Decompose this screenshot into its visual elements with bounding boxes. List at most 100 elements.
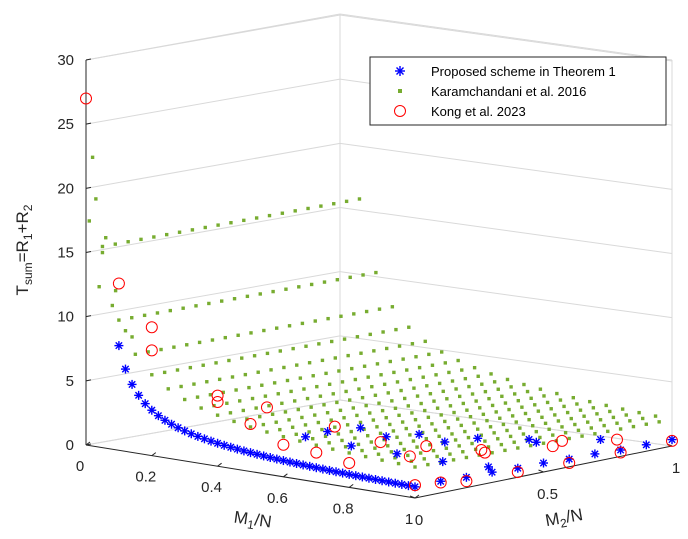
karamchandani-point — [331, 447, 335, 451]
karamchandani-point — [437, 434, 441, 439]
karamchandani-point — [267, 403, 271, 408]
karamchandani-point — [598, 418, 603, 422]
karamchandani-point — [133, 352, 138, 356]
karamchandani-point — [555, 391, 559, 396]
karamchandani-point — [225, 401, 229, 405]
box-edge-top-right — [339, 13, 673, 61]
proposed-point — [285, 457, 295, 467]
kong-point — [145, 344, 158, 357]
karamchandani-point — [199, 406, 203, 410]
karamchandani-point — [192, 382, 196, 386]
karamchandani-point — [303, 423, 308, 427]
karamchandani-point — [205, 380, 209, 384]
x-tick-label-0.8: 0.8 — [333, 500, 354, 517]
karamchandani-point — [400, 420, 405, 424]
karamchandani-point — [558, 398, 563, 402]
karamchandani-point — [313, 319, 317, 323]
karamchandani-point — [327, 441, 331, 445]
karamchandani-point — [405, 368, 409, 372]
karamchandani-point — [242, 218, 246, 223]
karamchandani-point — [350, 366, 354, 371]
karamchandani-point — [513, 392, 517, 396]
karamchandani-point — [295, 363, 299, 367]
karamchandani-point — [317, 342, 321, 346]
proposed-point — [346, 441, 356, 451]
karamchandani-point — [549, 407, 553, 411]
karamchandani-point — [297, 285, 301, 289]
z-tick-label-15: 15 — [57, 245, 74, 262]
karamchandani-point — [653, 414, 658, 418]
karamchandani-point — [389, 450, 394, 454]
proposed-point — [357, 472, 367, 482]
karamchandani-point — [428, 443, 432, 447]
karamchandani-point — [657, 420, 661, 424]
proposed-point — [259, 451, 269, 461]
proposed-point — [344, 469, 354, 479]
karamchandani-point — [514, 420, 518, 424]
karamchandani-point — [249, 331, 253, 335]
karamchandani-point — [291, 346, 295, 351]
karamchandani-point — [413, 465, 417, 469]
karamchandani-point — [480, 382, 484, 386]
karamchandani-point — [425, 384, 429, 388]
karamchandani-point — [261, 422, 266, 427]
karamchandani-point — [360, 395, 365, 400]
karamchandani-point — [181, 306, 185, 310]
karamchandani-point — [447, 370, 451, 375]
karamchandani-point — [417, 365, 422, 370]
karamchandani-point — [254, 406, 258, 410]
karamchandani-point — [543, 421, 548, 426]
karamchandani-point — [593, 432, 597, 436]
karamchandani-point — [375, 362, 380, 366]
z-grid-right — [339, 207, 673, 254]
karamchandani-point — [586, 420, 590, 424]
karamchandani-point — [201, 363, 205, 367]
x-tick-label-1: 1 — [405, 511, 413, 528]
z-tick-labels: 0 5 10 15 20 25 30 — [57, 52, 92, 454]
karamchandani-point — [508, 434, 513, 439]
kong-point — [343, 457, 356, 470]
proposed-point — [513, 463, 523, 473]
proposed-point — [246, 448, 255, 458]
karamchandani-point — [608, 409, 612, 414]
karamchandani-point — [488, 425, 493, 429]
karamchandani-point — [371, 418, 376, 422]
karamchandani-point — [256, 370, 260, 374]
proposed-point — [531, 437, 541, 447]
karamchandani-point — [573, 422, 577, 427]
proposed-point — [147, 405, 157, 415]
x-tick-mark — [217, 462, 222, 467]
karamchandani-point — [336, 432, 341, 436]
legend: Proposed scheme in Theorem 1 Karamchanda… — [369, 56, 667, 126]
karamchandani-point — [628, 419, 632, 423]
karamchandani-point — [362, 427, 366, 431]
proposed-point — [318, 464, 328, 474]
karamchandani-point — [392, 370, 396, 375]
kong-point — [478, 446, 491, 459]
karamchandani-point — [139, 237, 143, 242]
data-marks — [80, 92, 678, 492]
legend-item-karamchandani: Karamchandani et al. 2016 — [398, 84, 586, 99]
proposed-point — [524, 434, 534, 444]
karamchandani-point — [529, 396, 533, 401]
karamchandani-point — [461, 401, 465, 406]
proposed-point — [219, 440, 229, 450]
karamchandani-point — [404, 426, 408, 431]
karamchandani-point — [408, 433, 412, 437]
karamchandani-point — [270, 412, 275, 416]
proposed-point — [213, 438, 223, 448]
karamchandani-point — [281, 434, 286, 439]
legend-circle-marker — [394, 105, 406, 117]
karamchandani-point — [188, 365, 193, 370]
karamchandani-point — [606, 429, 610, 434]
karamchandani-point — [345, 423, 350, 427]
karamchandani-point — [229, 221, 233, 225]
karamchandani-point — [562, 404, 566, 409]
karamchandani-point — [490, 403, 495, 408]
kong-point — [211, 396, 224, 409]
karamchandani-point — [440, 350, 444, 354]
karamchandani-point — [375, 425, 379, 429]
karamchandani-point — [380, 458, 384, 462]
karamchandani-point — [287, 324, 292, 328]
karamchandani-point — [588, 399, 592, 404]
